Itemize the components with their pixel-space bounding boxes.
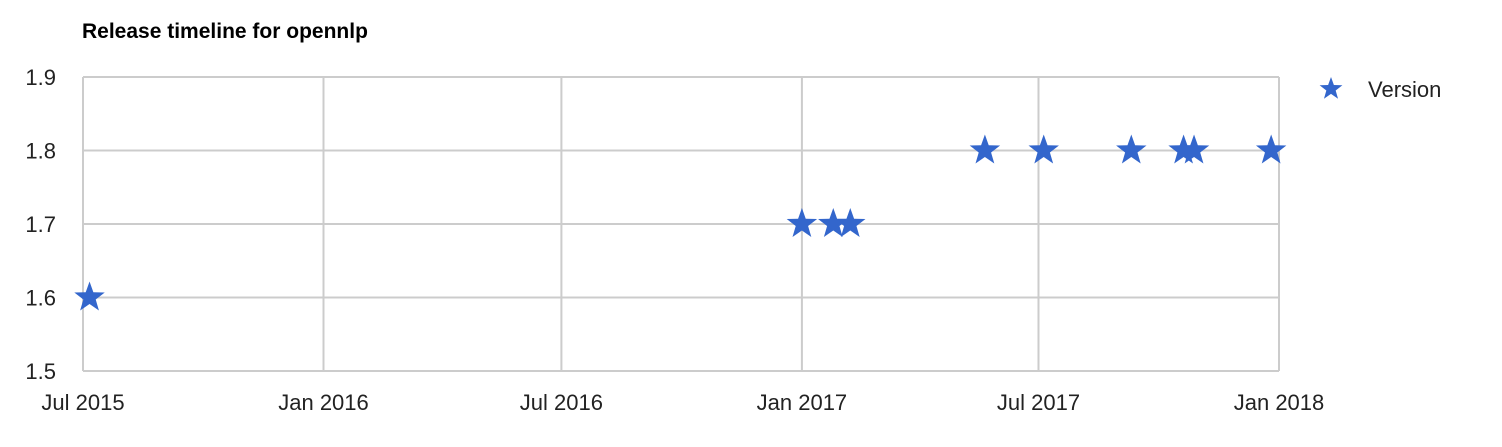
data-point-star [1255, 134, 1287, 164]
y-tick-label: 1.7 [25, 212, 56, 237]
y-axis-tick-labels: 1.5 1.6 1.7 1.8 1.9 [25, 65, 56, 384]
data-points [74, 134, 1287, 311]
y-tick-label: 1.6 [25, 286, 56, 311]
grid-lines [82, 76, 1280, 372]
data-point-star [74, 281, 105, 311]
data-point-star [786, 208, 818, 237]
x-tick-label: Jul 2016 [520, 390, 603, 415]
data-point-star [969, 134, 1001, 164]
x-axis-tick-labels: Jul 2015 Jan 2016 Jul 2016 Jan 2017 Jul 2017… [41, 390, 1324, 415]
y-tick-label: 1.9 [25, 65, 56, 90]
y-tick-label: 1.5 [25, 359, 56, 384]
legend-star-icon [1319, 77, 1343, 99]
y-tick-label: 1.8 [25, 139, 56, 164]
data-point-star [835, 208, 866, 237]
x-tick-label: Jul 2017 [997, 390, 1080, 415]
legend: Version [1319, 77, 1441, 102]
data-point-star [818, 208, 849, 237]
x-tick-label: Jan 2018 [1234, 390, 1325, 415]
x-tick-label: Jan 2017 [757, 390, 848, 415]
data-point-star [1116, 134, 1147, 164]
data-point-star [1178, 134, 1210, 164]
x-tick-label: Jul 2015 [41, 390, 124, 415]
chart-title: Release timeline for opennlp [82, 20, 368, 43]
data-point-star [1028, 134, 1059, 164]
x-tick-label: Jan 2016 [278, 390, 369, 415]
legend-label-version: Version [1368, 77, 1441, 102]
